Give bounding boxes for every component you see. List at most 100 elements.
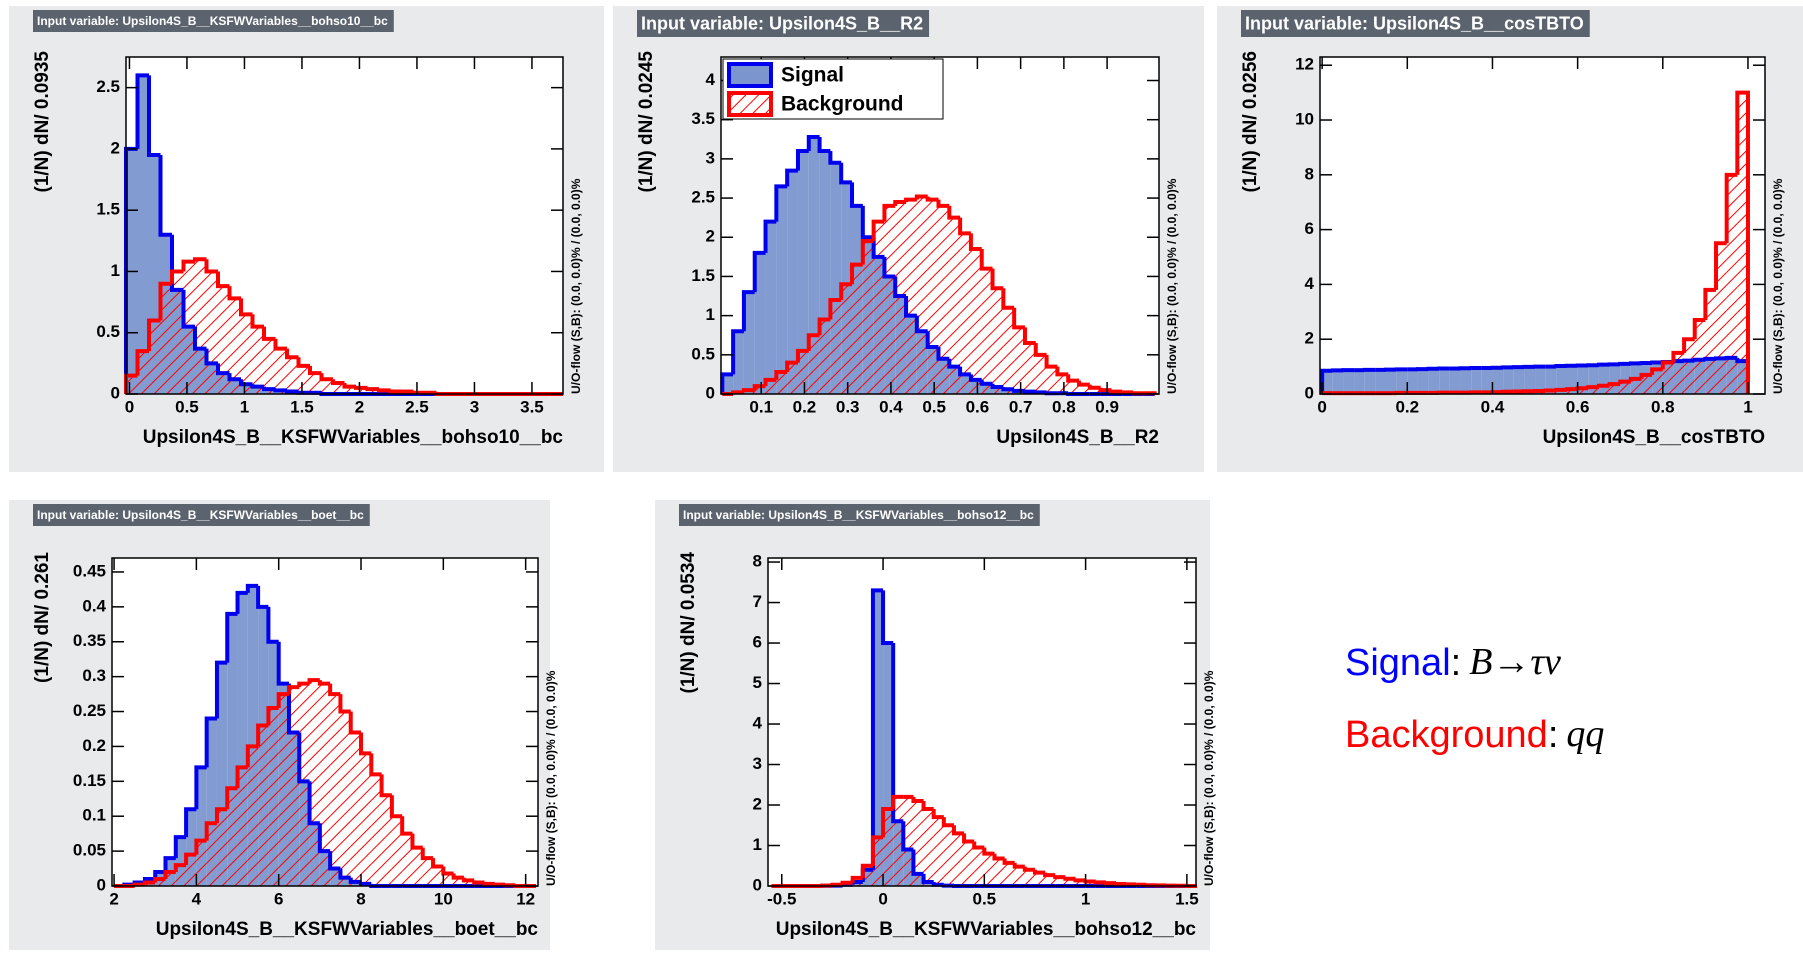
y-tick-label: 0.2 <box>82 736 106 755</box>
y2-axis-label: U/O-flow (S,B): (0.0, 0.0)% / (0.0, 0.0)… <box>1771 178 1785 394</box>
x-tick-label: 8 <box>356 889 365 908</box>
histogram-outline <box>1122 392 1133 393</box>
histogram-outline <box>1106 882 1116 883</box>
chart-panel: Input variable: Upsilon4S_B__KSFWVariabl… <box>655 500 1216 950</box>
y-tick-label: 5 <box>753 673 762 692</box>
histogram-outline <box>1047 392 1058 393</box>
x-axis-label: Upsilon4S_B__KSFWVariables__bohso10__bc <box>143 427 564 448</box>
y-tick-label: 0.1 <box>82 806 106 825</box>
histogram-bar <box>1429 369 1440 394</box>
background-note: Background:qq <box>1345 713 1604 756</box>
y-tick-label: 2.5 <box>96 77 120 96</box>
histogram-bar <box>1471 368 1482 394</box>
histogram-bar <box>971 249 982 394</box>
histogram-outline <box>1556 390 1567 391</box>
histogram-outline <box>843 883 853 885</box>
chart-title: Input variable: Upsilon4S_B__KSFWVariabl… <box>37 508 364 522</box>
histogram-bar <box>207 271 219 394</box>
histogram-outline <box>484 883 494 884</box>
x-tick-label: 0.2 <box>793 397 817 416</box>
histogram-outline <box>1111 390 1122 392</box>
y-tick-label: 0.5 <box>96 322 120 341</box>
y2-axis-label: U/O-flow (S,B): (0.0, 0.0)% / (0.0, 0.0)… <box>569 178 583 394</box>
histogram-outline <box>391 390 403 391</box>
histogram-bar <box>258 725 268 886</box>
y-tick-label: 0 <box>97 875 106 894</box>
y-tick-label: 0.25 <box>73 701 106 720</box>
x-tick-label: 0.9 <box>1095 397 1119 416</box>
histogram-outline <box>474 880 484 882</box>
y-tick-label: 0 <box>111 383 120 402</box>
x-tick-label: 0.8 <box>1651 397 1675 416</box>
x-axis-label: Upsilon4S_B__R2 <box>996 427 1159 448</box>
histogram-outline <box>495 884 505 885</box>
x-tick-label: 1 <box>240 397 249 416</box>
x-tick-label: -0.5 <box>767 889 796 908</box>
histogram-outline <box>1133 392 1144 393</box>
x-tick-label: 2.5 <box>405 397 429 416</box>
y-tick-label: 0 <box>1305 383 1314 402</box>
x-tick-label: 1 <box>1081 889 1090 908</box>
y-tick-label: 4 <box>1305 274 1315 293</box>
histogram-bar <box>884 206 895 394</box>
y-tick-label: 0.3 <box>82 666 106 685</box>
x-axis-label: Upsilon4S_B__KSFWVariables__bohso12__bc <box>776 919 1197 940</box>
histogram-outline <box>361 882 371 884</box>
y-axis-label: (1/N) dN/ 0.0245 <box>636 51 657 193</box>
note-label: Background <box>1345 714 1548 756</box>
y-tick-label: 2 <box>111 138 120 157</box>
histogram-outline <box>1096 882 1106 883</box>
y-tick-label: 0 <box>706 383 715 402</box>
histogram-outline <box>145 883 155 885</box>
histogram-outline <box>1055 875 1065 877</box>
histogram-bar <box>1354 370 1365 394</box>
note-label: Signal <box>1345 642 1451 684</box>
x-tick-label: 2 <box>355 397 364 416</box>
y-tick-label: 4 <box>706 70 716 89</box>
histogram-outline <box>744 390 755 392</box>
histogram-outline <box>1599 365 1610 366</box>
histogram-outline <box>1567 389 1578 390</box>
x-tick-label: 0.8 <box>1052 397 1076 416</box>
histogram-outline <box>1588 387 1599 388</box>
y-axis-label: (1/N) dN/ 0.261 <box>32 552 53 683</box>
y-tick-label: 0 <box>753 875 762 894</box>
histogram-bar <box>1397 369 1408 394</box>
histogram-bar <box>1439 369 1450 394</box>
x-tick-label: 3.5 <box>520 397 544 416</box>
histogram-outline <box>1546 390 1557 391</box>
signal-note: Signal:B→τν <box>1345 641 1561 684</box>
histogram-bar <box>1418 369 1429 394</box>
y-tick-label: 7 <box>753 592 762 611</box>
y-tick-label: 8 <box>753 552 762 571</box>
x-tick-label: 0.6 <box>1566 397 1590 416</box>
histogram-bar <box>841 284 852 394</box>
legend-label: Signal <box>781 64 844 87</box>
note-sep: : <box>1548 714 1559 756</box>
chart-title: Input variable: Upsilon4S_B__KSFWVariabl… <box>37 14 388 28</box>
x-tick-label: 10 <box>434 889 453 908</box>
y-axis-label: (1/N) dN/ 0.0256 <box>1240 51 1261 193</box>
x-tick-label: 3 <box>470 397 479 416</box>
x-tick-label: 0 <box>125 397 134 416</box>
x-tick-label: 0 <box>878 889 887 908</box>
x-axis-label: Upsilon4S_B__cosTBTO <box>1543 427 1765 448</box>
y-tick-label: 1.5 <box>96 200 120 219</box>
histogram-outline <box>1556 366 1567 367</box>
plot-area <box>768 558 1196 886</box>
x-tick-label: 0.6 <box>966 397 990 416</box>
histogram-outline <box>276 389 288 390</box>
histogram-outline <box>287 390 299 391</box>
histogram-bar <box>928 200 939 394</box>
histogram-bar <box>1375 370 1386 394</box>
x-tick-label: 4 <box>192 889 202 908</box>
histogram-bar <box>1386 370 1397 394</box>
histogram-outline <box>1014 389 1025 391</box>
histogram-bar <box>351 732 361 886</box>
histogram-outline <box>1684 361 1695 362</box>
histogram-bar <box>1333 370 1344 394</box>
histogram-outline <box>1101 388 1112 390</box>
